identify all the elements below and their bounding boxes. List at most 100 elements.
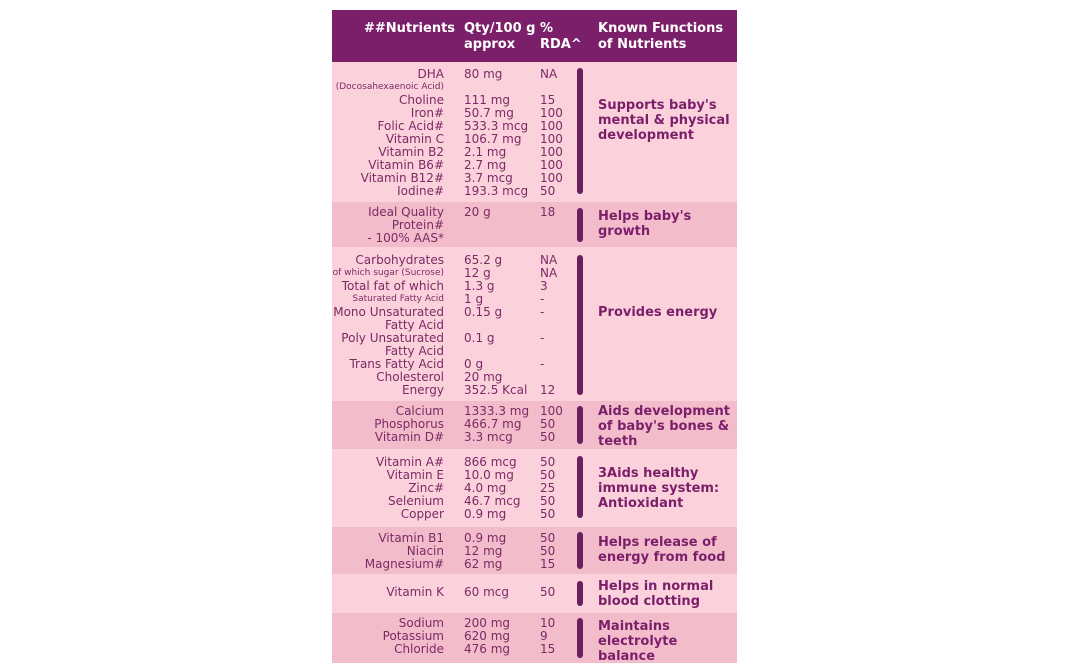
nutrient-name: Iron# [410,106,444,120]
nutrient-name: Niacin [406,544,444,558]
nutrient-name: Vitamin B6# [368,158,444,172]
table-row: DHA 80 mg NA [332,68,737,81]
nutrient-name: Mono Unsaturated [333,305,444,319]
table-row: Vitamin B1 0.9 mg 50 [332,532,737,545]
nutrient-name: Vitamin A# [375,455,444,469]
nutrient-name: Trans Fatty Acid [349,357,444,371]
nutrient-group: Ideal Quality 20 g 18 Protein# - 100% AAS* He… [332,202,737,247]
nutrition-table: ##Nutrients Qty/100 g approx % RDA^ Know… [332,10,737,664]
nutrient-rda: 100 [540,132,563,146]
nutrient-rda: - [540,292,545,306]
nutrient-qty: 1.3 g [464,279,495,293]
table-row: Mono Unsaturated 0.15 g - [332,306,737,319]
header-functions-line1: Known Functions [598,21,724,36]
nutrient-name: Energy [401,383,444,397]
nutrient-qty: 62 mg [464,557,503,571]
table-row: Niacin 12 mg 50 [332,545,737,558]
group-bracket [577,618,583,658]
header-qty-line2: approx [464,37,516,52]
nutrient-name: DHA [417,67,444,81]
nutrient-name: Choline [399,93,444,107]
nutrient-qty: 60 mcg [464,585,509,599]
nutrient-qty: 80 mg [464,67,503,81]
header-rda-line1: % [540,21,554,36]
nutrient-name: Cholesterol [376,370,444,384]
table-row: Selenium 46.7 mcg 50 [332,495,737,508]
nutrient-rda: 50 [540,184,556,198]
nutrient-name: Potassium [382,629,444,643]
nutrient-name: Vitamin B1 [378,531,444,545]
table-row: Fatty Acid [332,345,737,358]
nutrient-qty: 476 mg [464,642,511,656]
nutrient-rda: - [540,305,545,319]
table-row: Folic Acid# 533.3 mcg 100 [332,120,737,133]
nutrient-qty: 1333.3 mg [464,404,530,418]
nutrient-name: Vitamin D# [374,430,444,444]
nutrient-rda: 12 [540,383,556,397]
nutrient-qty: 46.7 mcg [464,494,521,508]
nutrient-qty: 620 mg [464,629,511,643]
table-row: Vitamin C 106.7 mg 100 [332,133,737,146]
nutrient-rda: NA [540,266,558,280]
nutrient-name: Folic Acid# [377,119,445,133]
table-row: Energy 352.5 Kcal 12 [332,384,737,397]
nutrient-name: Vitamin B12# [360,171,444,185]
nutrient-rda: 100 [540,145,563,159]
nutrient-rda: 50 [540,531,556,545]
table-row: Magnesium# 62 mg 15 [332,558,737,571]
nutrient-rda: 9 [540,629,548,643]
table-row: Vitamin E 10.0 mg 50 [332,469,737,482]
nutrient-qty: 352.5 Kcal [464,383,528,397]
nutrient-qty: 3.7 mcg [464,171,513,185]
nutrient-qty: 20 g [464,205,491,219]
table-row: Phosphorus 466.7 mg 50 [332,418,737,431]
nutrient-rda: 18 [540,205,556,219]
table-row: Calcium 1333.3 mg 100 [332,405,737,418]
nutrient-rda: NA [540,253,558,267]
nutrient-name: Fatty Acid [384,318,444,332]
table-row: Ideal Quality 20 g 18 [332,206,737,219]
table-row: Total fat of which 1.3 g 3 [332,280,737,293]
table-row: Vitamin B12# 3.7 mcg 100 [332,172,737,185]
table-row: Sodium 200 mg 10 [332,617,737,630]
nutrient-name: Protein# [391,218,444,232]
table-row: Trans Fatty Acid 0 g - [332,358,737,371]
nutrient-qty: 20 mg [464,370,503,384]
table-row: Carbohydrates 65.2 g NA [332,254,737,267]
header-rda-line2: RDA^ [540,37,582,52]
group-bracket [577,68,583,194]
known-function: 3Aids healthy immune system: Antioxidant [598,466,720,511]
nutrient-group: Vitamin K 60 mcg 50 Helps in normal blood c… [332,576,737,611]
header-qty-line1: Qty/100 g [464,21,536,36]
nutrient-group: Calcium 1333.3 mg 100 Phosphorus 466.7 mg 50 V… [332,401,737,449]
table-row: Vitamin B6# 2.7 mg 100 [332,159,737,172]
table-row: Choline 111 mg 15 [332,94,737,107]
group-bracket [577,255,583,395]
nutrient-qty: 3.3 mcg [464,430,513,444]
header-functions: Known Functions of Nutrients [598,21,723,53]
table-row: Iron# 50.7 mg 100 [332,107,737,120]
nutrient-rda: 3 [540,279,548,293]
nutrient-name: Magnesium# [364,557,444,571]
header-qty: Qty/100 g approx [464,21,535,53]
table-row: Protein# [332,219,737,232]
header-nutrients: ##Nutrients [364,21,456,36]
table-row: Fatty Acid [332,319,737,332]
table-row: Vitamin K 60 mcg 50 [332,586,737,599]
table-row: (Docosahexaenoic Acid) [332,81,737,94]
group-bracket [577,208,583,242]
nutrient-group: Carbohydrates 65.2 g NA of which sugar (Suc… [332,249,737,399]
nutrient-rda: 15 [540,557,556,571]
nutrient-rda: 50 [540,544,556,558]
table-header: ##Nutrients Qty/100 g approx % RDA^ Know… [332,10,737,62]
nutrient-name: - 100% AAS* [367,231,444,245]
known-function: Aids development of baby's bones & teeth [598,404,731,449]
nutrient-name: Ideal Quality [368,205,444,219]
nutrient-rda: 100 [540,119,563,133]
nutrient-name: Iodine# [397,184,444,198]
nutrient-rda: 15 [540,93,556,107]
nutrient-rda: 50 [540,455,556,469]
table-row: of which sugar (Sucrose) 12 g NA [332,267,737,280]
table-row: Vitamin D# 3.3 mcg 50 [332,431,737,444]
group-bracket [577,532,583,569]
